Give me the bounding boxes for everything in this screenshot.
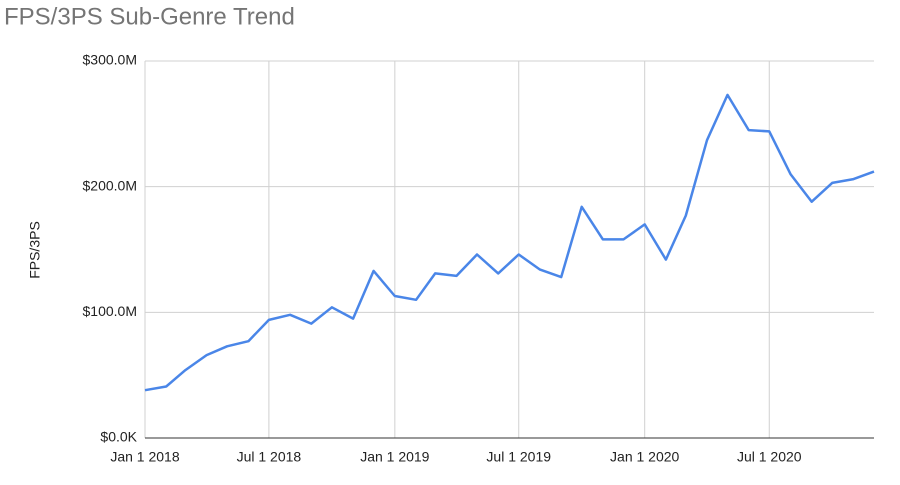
x-tick-label: Jul 1 2019 <box>486 449 551 465</box>
chart-title: FPS/3PS Sub-Genre Trend <box>4 3 295 30</box>
y-axis-label: FPS/3PS <box>27 221 43 279</box>
x-tick-label: Jul 1 2018 <box>237 449 302 465</box>
y-tick-label: $0.0K <box>100 429 137 445</box>
y-tick-label: $300.0M <box>83 52 137 68</box>
x-tick-label: Jan 1 2020 <box>610 449 679 465</box>
x-tick-label: Jan 1 2019 <box>360 449 429 465</box>
x-tick-label: Jan 1 2018 <box>110 449 179 465</box>
y-tick-label: $200.0M <box>83 177 137 193</box>
x-tick-label: Jul 1 2020 <box>737 449 802 465</box>
y-tick-label: $100.0M <box>83 303 137 319</box>
data-line <box>144 93 875 392</box>
